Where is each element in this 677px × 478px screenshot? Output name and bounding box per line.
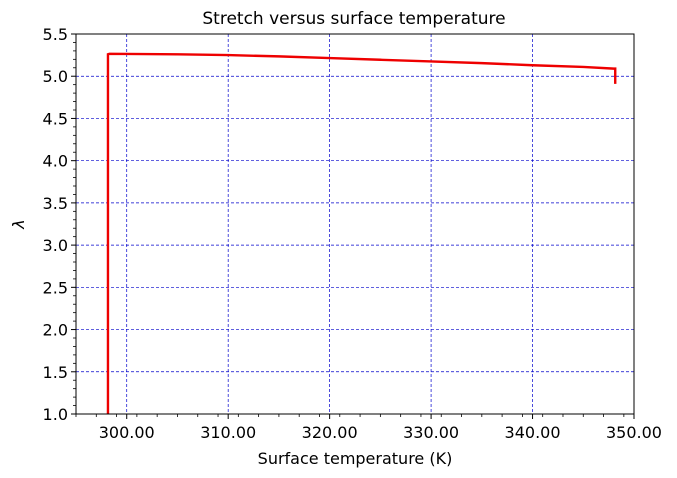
y-tick-label: 5.0 (43, 67, 68, 86)
y-tick-label: 4.0 (43, 152, 68, 171)
series-line (106, 52, 617, 414)
x-tick-label: 320.00 (302, 423, 358, 442)
y-axis-label: λ (9, 219, 28, 229)
y-tick-label: 1.0 (43, 405, 68, 424)
y-tick-label: 3.0 (43, 236, 68, 255)
x-tick-label: 350.00 (606, 423, 662, 442)
y-tick-label: 2.0 (43, 321, 68, 340)
grid (76, 34, 634, 414)
series-layer (106, 52, 617, 414)
y-tick-label: 2.5 (43, 278, 68, 297)
plot-frame (75, 33, 635, 415)
ticks: 300.00 310.00 320.00 330.00 340.00 350.00 1.0 1… (43, 25, 662, 442)
chart-title: Stretch versus surface temperature (202, 9, 505, 29)
y-tick-label: 4.5 (43, 109, 68, 128)
x-tick-label: 300.00 (99, 423, 155, 442)
x-tick-label: 340.00 (505, 423, 561, 442)
y-tick-label: 5.5 (43, 25, 68, 44)
y-tick-label: 1.5 (43, 363, 68, 382)
y-tick-label: 3.5 (43, 194, 68, 213)
x-axis-label: Surface temperature (K) (258, 449, 453, 468)
x-tick-label: 310.00 (200, 423, 256, 442)
x-tick-label: 330.00 (403, 423, 459, 442)
